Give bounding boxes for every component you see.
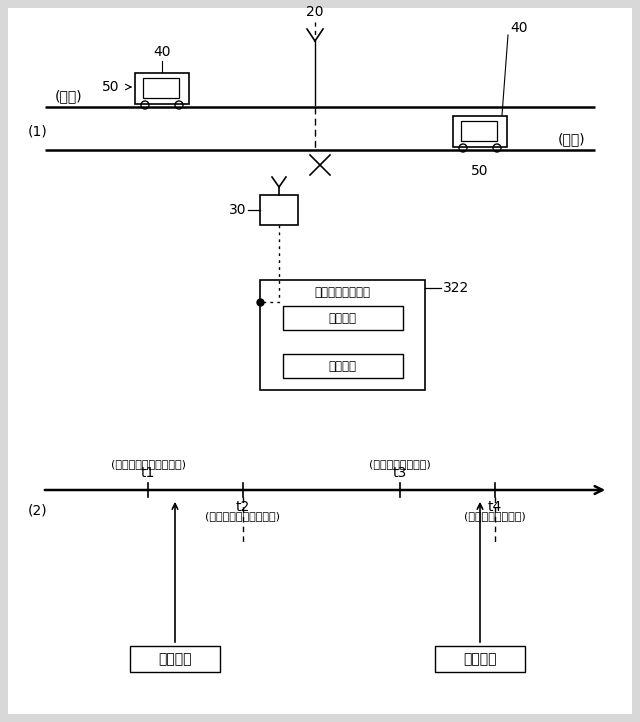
Text: 322: 322 (443, 281, 469, 295)
Text: 50: 50 (471, 164, 489, 178)
Text: 40: 40 (510, 21, 527, 35)
FancyBboxPatch shape (282, 306, 403, 330)
FancyBboxPatch shape (260, 280, 425, 390)
Text: 警報開始時刻情報: 警報開始時刻情報 (314, 285, 371, 298)
FancyBboxPatch shape (461, 121, 497, 141)
Text: t2: t2 (236, 500, 250, 514)
Text: 警報終了: 警報終了 (463, 652, 497, 666)
Text: (2): (2) (28, 503, 47, 517)
FancyBboxPatch shape (453, 116, 507, 147)
Text: 20: 20 (307, 5, 324, 19)
FancyBboxPatch shape (8, 8, 632, 714)
Text: (上り方向警報開始時刻): (上り方向警報開始時刻) (111, 459, 186, 469)
Text: 30: 30 (228, 203, 246, 217)
FancyBboxPatch shape (143, 78, 179, 98)
Text: t1: t1 (141, 466, 155, 480)
Text: 下り方向: 下り方向 (328, 360, 356, 373)
Text: (上り方向通過検知): (上り方向通過検知) (369, 459, 431, 469)
Text: t3: t3 (393, 466, 407, 480)
Text: 40: 40 (153, 45, 171, 59)
Text: (下り方向通過検知): (下り方向通過検知) (464, 511, 526, 521)
FancyBboxPatch shape (130, 646, 220, 672)
Text: (1): (1) (28, 124, 48, 139)
FancyBboxPatch shape (435, 646, 525, 672)
FancyBboxPatch shape (282, 354, 403, 378)
Text: (下り): (下り) (557, 132, 585, 146)
Text: (下り方向警報開始時刻): (下り方向警報開始時刻) (205, 511, 280, 521)
Text: t4: t4 (488, 500, 502, 514)
Text: (上り): (上り) (55, 89, 83, 103)
FancyBboxPatch shape (260, 195, 298, 225)
Text: 50: 50 (102, 80, 119, 94)
FancyBboxPatch shape (135, 73, 189, 104)
Text: 警報開始: 警報開始 (158, 652, 192, 666)
Text: 上り方向: 上り方向 (328, 311, 356, 324)
